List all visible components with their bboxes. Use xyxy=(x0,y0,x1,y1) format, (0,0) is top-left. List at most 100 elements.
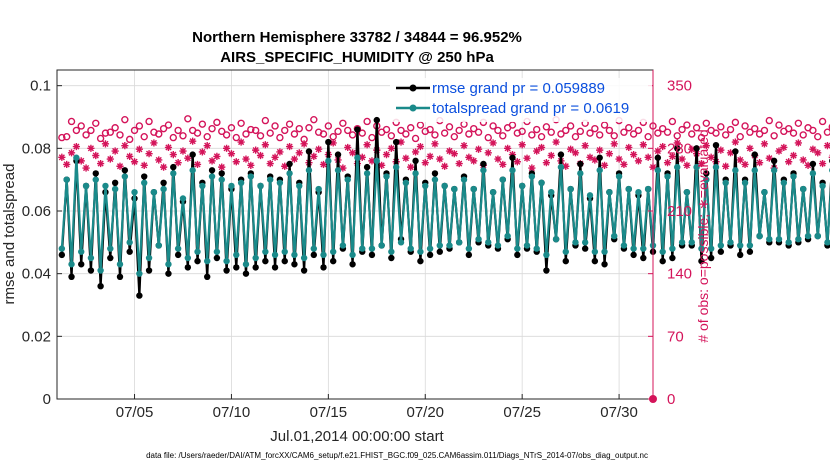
obs-evaluated-point xyxy=(702,142,710,150)
rmse-point xyxy=(58,251,66,259)
legend-box xyxy=(390,78,652,122)
rmse-point xyxy=(543,267,550,274)
obs-evaluated-point xyxy=(252,146,260,154)
rmse-point xyxy=(388,254,395,262)
totalspread-point xyxy=(131,189,138,196)
obs-evaluated-point xyxy=(644,153,652,161)
totalspread-point xyxy=(286,170,293,177)
obs-possible-point xyxy=(823,128,830,136)
obs-evaluated-point xyxy=(416,142,425,151)
obs-evaluated-point xyxy=(72,142,80,151)
obs-evaluated-point xyxy=(101,140,110,148)
obs-possible-point xyxy=(450,132,459,141)
rmse-point xyxy=(363,163,371,171)
obs-evaluated-point xyxy=(460,142,468,150)
totalspread-point xyxy=(339,242,347,249)
obs-evaluated-point xyxy=(382,151,391,159)
obs-evaluated-point xyxy=(794,139,802,147)
totalspread-point xyxy=(523,242,531,249)
y-tick-label-right: 0 xyxy=(667,391,675,408)
totalspread-point xyxy=(276,179,284,186)
obs-possible-point xyxy=(663,128,672,136)
obs-evaluated-point xyxy=(348,149,357,157)
obs-evaluated-point xyxy=(407,163,415,171)
totalspread-point xyxy=(82,182,90,190)
totalspread-point xyxy=(412,170,419,177)
totalspread-point xyxy=(417,248,424,255)
obs-possible-point xyxy=(726,125,735,134)
rmse-point xyxy=(509,154,516,161)
totalspread-point xyxy=(136,270,143,277)
obs-possible-point xyxy=(271,122,279,130)
obs-possible-point xyxy=(407,124,415,132)
totalspread-point xyxy=(615,173,623,180)
obs-possible-point xyxy=(591,124,599,133)
totalspread-point xyxy=(160,185,167,193)
obs-evaluated-point xyxy=(189,137,197,145)
obs-evaluated-point xyxy=(581,142,589,150)
totalspread-point xyxy=(329,248,337,255)
obs-possible-point xyxy=(620,128,628,136)
rmse-point xyxy=(703,170,710,177)
obs-evaluated-point xyxy=(339,164,347,172)
obs-evaluated-point xyxy=(106,155,114,163)
obs-possible-point xyxy=(232,133,240,142)
totalspread-point xyxy=(698,245,705,252)
x-tick-label: 07/15 xyxy=(310,404,348,421)
obs-evaluated-point xyxy=(121,142,129,150)
rmse-point xyxy=(160,179,167,186)
totalspread-point xyxy=(470,185,477,193)
totalspread-point xyxy=(267,176,274,183)
obs-possible-point xyxy=(765,116,773,125)
totalspread-point xyxy=(155,242,162,249)
totalspread-point xyxy=(683,189,691,196)
obs-evaluated-point xyxy=(184,154,192,162)
obs-possible-point xyxy=(814,132,822,141)
obs-possible-point xyxy=(533,125,541,134)
totalspread-point xyxy=(688,239,695,246)
obs-evaluated-point xyxy=(533,147,541,155)
totalspread-point xyxy=(596,167,603,174)
obs-possible-point xyxy=(566,122,575,130)
obs-evaluated-point xyxy=(261,141,269,149)
obs-evaluated-point xyxy=(397,138,405,146)
totalspread-point xyxy=(446,242,453,249)
totalspread-point xyxy=(635,189,642,196)
obs-possible-point xyxy=(397,126,405,135)
totalspread-point xyxy=(291,251,298,259)
totalspread-point xyxy=(814,232,821,240)
obs-evaluated-point xyxy=(174,159,182,167)
totalspread-point xyxy=(126,239,133,246)
totalspread-point xyxy=(204,257,211,265)
obs-evaluated-point xyxy=(518,141,526,149)
obs-evaluated-point xyxy=(465,153,473,161)
obs-evaluated-point xyxy=(87,144,95,152)
obs-possible-point xyxy=(586,129,594,137)
obs-possible-point xyxy=(445,123,454,131)
obs-possible-point xyxy=(247,125,255,134)
totalspread-point xyxy=(717,242,725,249)
rmse-point xyxy=(136,292,143,299)
totalspread-point xyxy=(431,176,439,183)
obs-evaluated-point xyxy=(726,149,735,157)
totalspread-point xyxy=(804,232,812,240)
totalspread-point xyxy=(325,157,332,165)
totalspread-point xyxy=(102,182,109,190)
rmse-point xyxy=(145,267,153,274)
obs-evaluated-point xyxy=(208,157,216,165)
totalspread-point xyxy=(194,248,201,255)
totalspread-point xyxy=(58,245,66,252)
totalspread-point xyxy=(455,239,463,246)
obs-evaluated-point xyxy=(639,141,647,149)
totalspread-point xyxy=(359,245,366,252)
totalspread-point xyxy=(640,245,647,252)
obs-evaluated-point xyxy=(402,154,410,162)
obs-evaluated-point xyxy=(116,162,124,170)
obs-evaluated-point xyxy=(634,157,643,165)
obs-evaluated-point xyxy=(431,140,439,148)
obs-possible-point xyxy=(67,117,76,126)
rmse-point xyxy=(78,261,85,268)
totalspread-point xyxy=(436,242,443,249)
totalspread-point xyxy=(669,245,676,252)
